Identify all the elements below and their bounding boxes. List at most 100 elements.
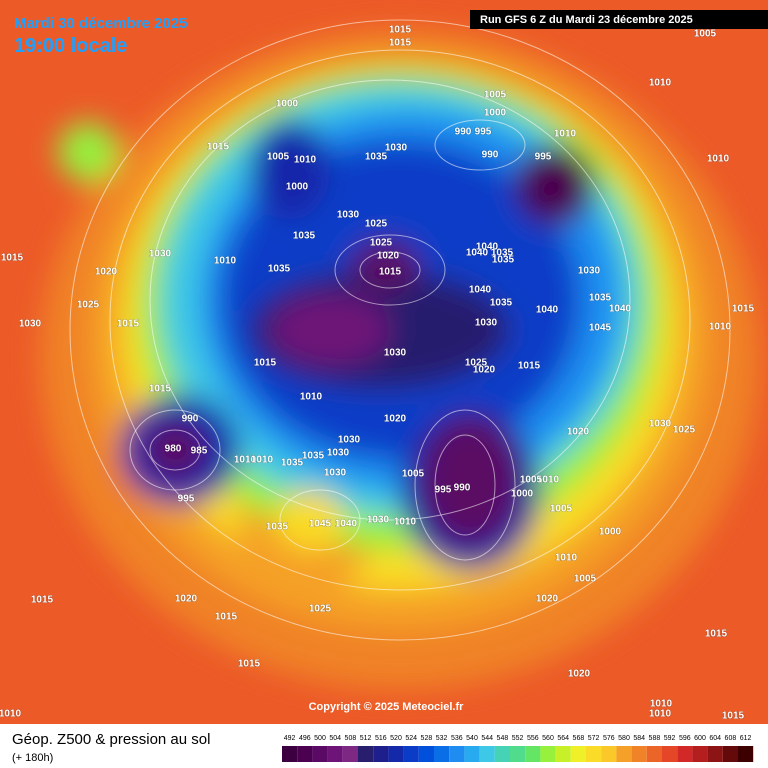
- pressure-label: 1030: [327, 448, 350, 459]
- legend-tick-label: 604: [709, 735, 721, 742]
- map-background: [0, 0, 768, 724]
- pressure-label: 1030: [578, 266, 601, 277]
- legend-swatch: [738, 746, 754, 762]
- legend-tick-label: 512: [360, 735, 372, 742]
- pressure-label: 1020: [568, 669, 591, 680]
- pressure-label: 1005: [484, 90, 507, 101]
- pressure-label: 1010: [0, 709, 22, 720]
- pressure-label: 1020: [473, 365, 496, 376]
- pressure-label: 980: [165, 444, 182, 455]
- pressure-label: 1025: [370, 238, 393, 249]
- pressure-label: 1030: [475, 318, 498, 329]
- copyright: Copyright © 2025 Meteociel.fr: [309, 701, 465, 713]
- legend-tick-label: 544: [481, 735, 493, 742]
- legend-swatch: [358, 746, 374, 762]
- pressure-label: 990: [482, 150, 499, 161]
- legend-swatch: [388, 746, 404, 762]
- legend-tick-label: 552: [512, 735, 524, 742]
- pressure-label: 1035: [281, 458, 304, 469]
- legend-tick-label: 608: [725, 735, 737, 742]
- pressure-label: 1035: [266, 522, 289, 533]
- legend-title: Géop. Z500 & pression au sol: [12, 731, 210, 748]
- legend-tick-label: 528: [421, 735, 433, 742]
- pressure-label: 1035: [589, 293, 612, 304]
- pressure-label: 1010: [650, 699, 673, 710]
- legend-swatch: [312, 746, 328, 762]
- pressure-label: 1040: [609, 304, 632, 315]
- legend-swatch: [403, 746, 419, 762]
- pressure-label: 1020: [175, 594, 198, 605]
- date-title: Mardi 30 décembre 2025: [14, 15, 187, 32]
- pressure-label: 1015: [705, 629, 728, 640]
- legend-swatch: [510, 746, 526, 762]
- pressure-label: 1030: [338, 435, 361, 446]
- pressure-label: 1005: [550, 504, 573, 515]
- pressure-label: 1015: [732, 304, 755, 315]
- pressure-label: 1020: [377, 251, 400, 262]
- legend-swatch: [434, 746, 450, 762]
- pressure-label: 1015: [117, 319, 140, 330]
- pressure-label: 1005: [267, 152, 290, 163]
- legend-swatch: [570, 746, 586, 762]
- pressure-label: 995: [178, 494, 195, 505]
- legend-tick-label: 584: [633, 735, 645, 742]
- pressure-label: 1035: [492, 255, 515, 266]
- legend-swatch: [464, 746, 480, 762]
- pressure-label: 1010: [649, 78, 672, 89]
- pressure-label: 1035: [302, 451, 325, 462]
- pressure-label: 1015: [518, 361, 541, 372]
- pressure-label: 1040: [466, 248, 489, 259]
- pressure-label: 1000: [599, 527, 622, 538]
- pressure-label: 1040: [536, 305, 559, 316]
- pressure-label: 1015: [722, 711, 745, 722]
- pressure-label: 990: [182, 414, 199, 425]
- legend-subtitle: (+ 180h): [12, 752, 53, 764]
- legend-tick-label: 592: [664, 735, 676, 742]
- legend-swatch: [342, 746, 358, 762]
- run-info: Run GFS 6 Z du Mardi 23 décembre 2025: [480, 14, 693, 26]
- pressure-label: 995: [535, 152, 552, 163]
- pressure-label: 1015: [379, 267, 402, 278]
- legend-swatch: [555, 746, 571, 762]
- pressure-label: 1035: [293, 231, 316, 242]
- pressure-label: 1010: [707, 154, 730, 165]
- pressure-label: 1010: [394, 517, 417, 528]
- legend-swatch: [327, 746, 343, 762]
- legend-swatch: [707, 746, 723, 762]
- legend-tick-label: 576: [603, 735, 615, 742]
- time-title: 19:00 locale: [14, 35, 127, 57]
- legend-swatch: [586, 746, 602, 762]
- legend-swatch: [449, 746, 465, 762]
- pressure-label: 1015: [31, 595, 54, 606]
- legend-tick-label: 572: [588, 735, 600, 742]
- legend-swatch: [662, 746, 678, 762]
- pressure-label: 1015: [215, 612, 238, 623]
- legend-swatch: [692, 746, 708, 762]
- legend-tick-label: 588: [649, 735, 661, 742]
- pressure-label: 1020: [95, 267, 118, 278]
- pressure-label: 1000: [286, 182, 309, 193]
- legend-swatch: [479, 746, 495, 762]
- pressure-label: 990: [455, 127, 472, 138]
- legend-swatch: [677, 746, 693, 762]
- legend-tick-label: 568: [573, 735, 585, 742]
- legend-tick-label: 560: [542, 735, 554, 742]
- pressure-label: 1015: [1, 253, 24, 264]
- pressure-label: 1030: [324, 468, 347, 479]
- legend-swatch: [722, 746, 738, 762]
- pressure-label: 1000: [511, 489, 534, 500]
- pressure-label: 1005: [520, 475, 543, 486]
- pressure-label: 1025: [465, 358, 488, 369]
- pressure-label: 1010: [555, 553, 578, 564]
- legend-tick-label: 524: [405, 735, 417, 742]
- pressure-label: 1010: [709, 322, 732, 333]
- legend-swatch: [631, 746, 647, 762]
- pressure-label: 1035: [365, 152, 388, 163]
- pressure-label: 1010: [537, 475, 560, 486]
- pressure-label: 1015: [254, 358, 277, 369]
- legend-swatch: [418, 746, 434, 762]
- pressure-label: 1045: [309, 519, 332, 530]
- legend-tick-label: 508: [345, 735, 357, 742]
- run-info-bar: [470, 10, 768, 29]
- pressure-label: 1010: [554, 129, 577, 140]
